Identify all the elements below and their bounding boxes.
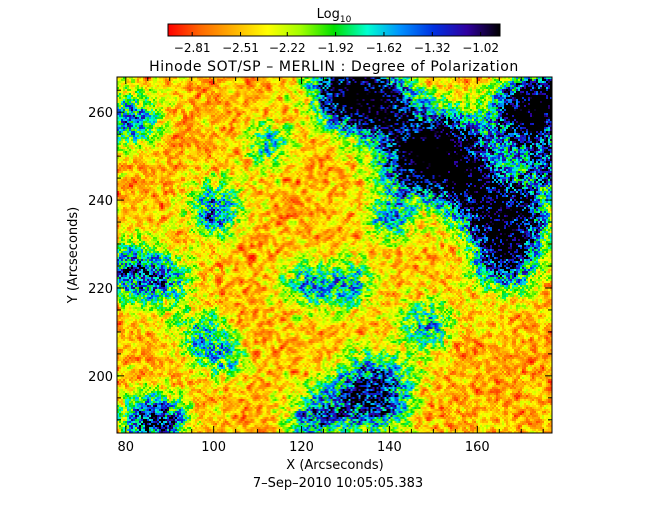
colorbar-tick-label: −1.92 (317, 41, 354, 55)
x-tick-label: 160 (465, 440, 490, 455)
y-tick-label: 260 (88, 106, 113, 121)
heatmap-image (117, 77, 552, 433)
colorbar-tick-label: −1.02 (462, 41, 499, 55)
colorbar-tick-label: −1.32 (414, 41, 451, 55)
x-axis-label: X (Arcseconds) (286, 458, 383, 473)
colorbar-ticks: −2.81 −2.51 −2.22 −1.92 −1.62 −1.32 −1.02 (174, 32, 499, 55)
y-tick-label: 240 (88, 194, 113, 209)
x-tick-label: 100 (201, 440, 226, 455)
colorbar-label: Log10 (317, 7, 352, 25)
y-axis-label: Y (Arcseconds) (66, 207, 81, 304)
colorbar-tick-label: −1.62 (366, 41, 403, 55)
colorbar-tick-label: −2.22 (269, 41, 306, 55)
chart-title: Hinode SOT/SP – MERLIN : Degree of Polar… (149, 59, 519, 75)
colorbar-tick-label: −2.81 (174, 41, 211, 55)
heatmap (117, 77, 552, 433)
colorbar-tick-label: −2.51 (222, 41, 259, 55)
x-tick-label: 140 (377, 440, 402, 455)
x-axis: 80 100 120 140 160 (118, 77, 544, 455)
x-tick-label: 120 (289, 440, 314, 455)
y-axis: 200 220 240 260 (88, 89, 552, 421)
plot-frame (116, 76, 553, 434)
x-tick-label: 80 (118, 440, 135, 455)
timestamp: 7–Sep–2010 10:05:05.383 (253, 476, 423, 491)
y-tick-label: 220 (88, 282, 113, 297)
colorbar (167, 23, 501, 37)
y-tick-label: 200 (88, 370, 113, 385)
